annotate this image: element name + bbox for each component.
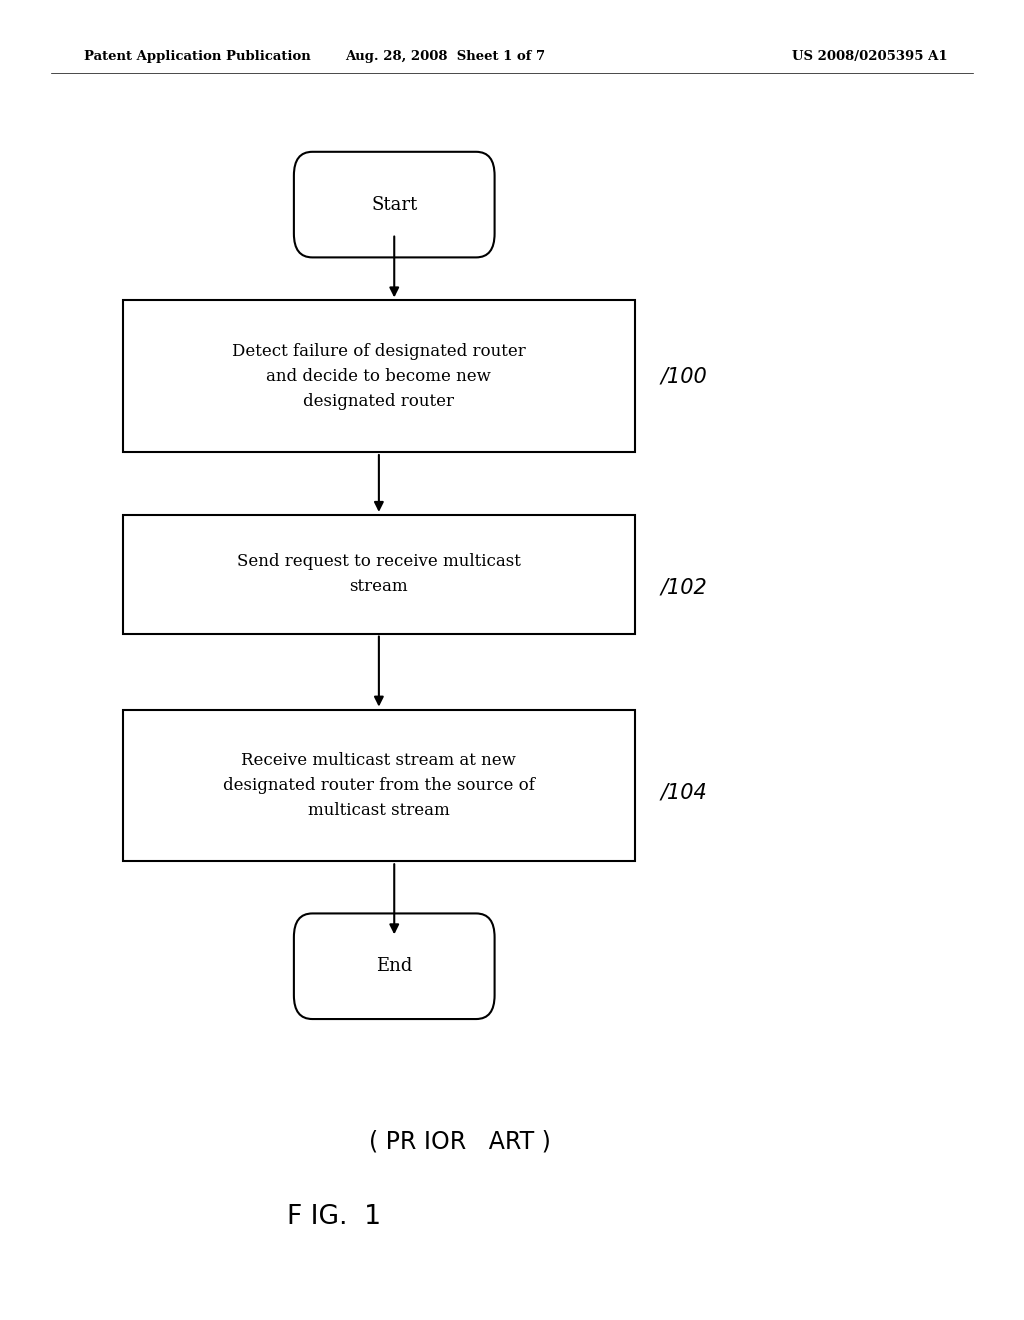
Text: /100: /100	[660, 366, 708, 387]
Text: Start: Start	[371, 195, 418, 214]
Text: Send request to receive multicast
stream: Send request to receive multicast stream	[237, 553, 521, 595]
Bar	[123, 301, 635, 451]
Text: Receive multicast stream at new
designated router from the source of
multicast s: Receive multicast stream at new designat…	[223, 752, 535, 818]
Text: Detect failure of designated router
and decide to become new
designated router: Detect failure of designated router and …	[232, 343, 525, 409]
FancyBboxPatch shape	[294, 152, 495, 257]
Text: Aug. 28, 2008  Sheet 1 of 7: Aug. 28, 2008 Sheet 1 of 7	[345, 50, 546, 63]
Text: /104: /104	[660, 781, 708, 803]
Bar	[123, 710, 635, 861]
Text: /102: /102	[660, 577, 708, 598]
Bar	[123, 515, 635, 634]
Text: US 2008/0205395 A1: US 2008/0205395 A1	[792, 50, 947, 63]
Text: End: End	[376, 957, 413, 975]
Text: ( PR IOR   ART ): ( PR IOR ART )	[369, 1130, 551, 1154]
Text: F IG.  1: F IG. 1	[287, 1204, 381, 1230]
Text: Patent Application Publication: Patent Application Publication	[84, 50, 310, 63]
FancyBboxPatch shape	[294, 913, 495, 1019]
